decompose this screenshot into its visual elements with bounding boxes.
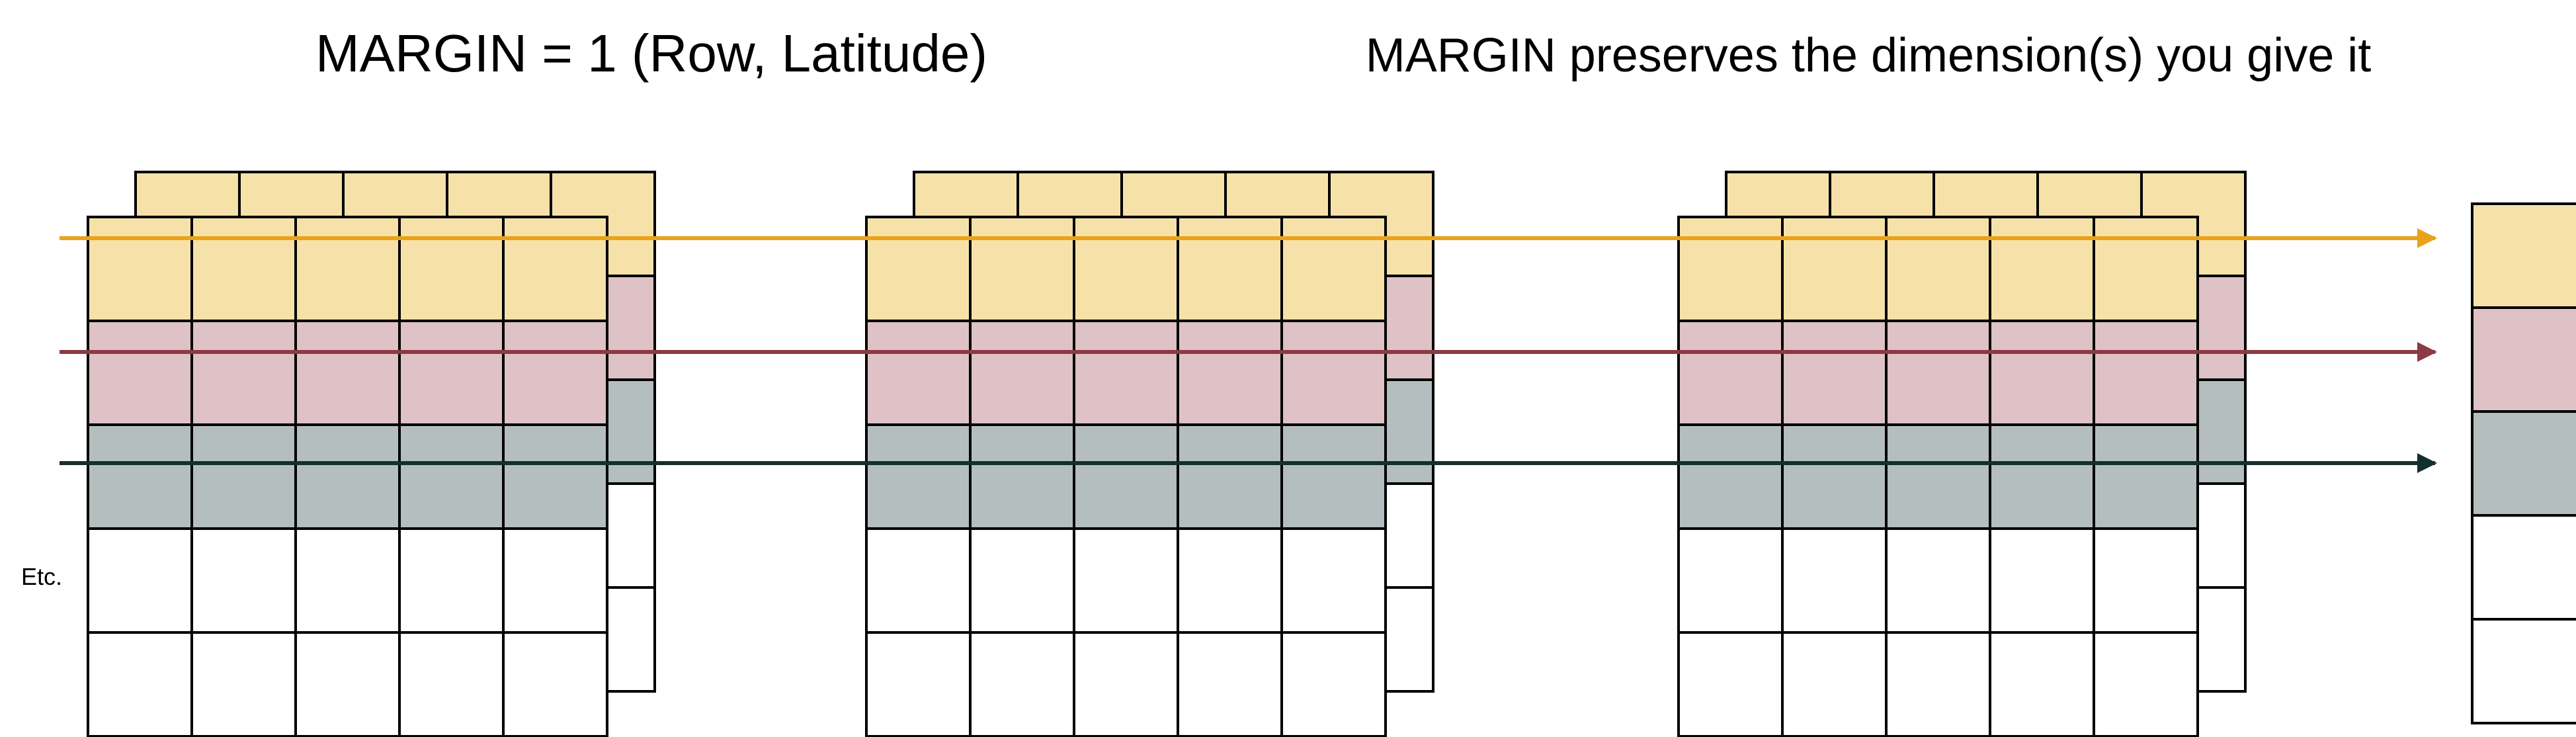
front-grid-cell (294, 527, 401, 634)
front-grid-cell (1781, 527, 1888, 634)
front-grid-cell (1781, 320, 1888, 426)
front-grid-cell (87, 216, 193, 322)
front-grid-cell (1280, 631, 1387, 737)
front-grid-cell (1073, 216, 1179, 322)
front-grid-cell (294, 320, 401, 426)
front-grid-cell (865, 216, 972, 322)
front-grid-cell (865, 423, 972, 530)
etc-label: Etc. (21, 563, 62, 590)
front-grid-cell (1989, 320, 2095, 426)
front-grid-cell (398, 216, 505, 322)
front-grid-cell (502, 216, 608, 322)
front-grid-cell (1280, 320, 1387, 426)
front-grid-cell (1989, 216, 2095, 322)
front-grid-cell (398, 320, 505, 426)
front-grid-cell (398, 423, 505, 530)
front-grid-cell (1885, 423, 1991, 530)
front-grid-cell (969, 320, 1075, 426)
front-grid-cell (1781, 423, 1888, 530)
result-vector-cell (2471, 618, 2576, 724)
front-grid-cell (502, 423, 608, 530)
grid-stack-2 (865, 171, 1434, 737)
front-grid-cell (87, 631, 193, 737)
title-left: MARGIN = 1 (Row, Latitude) (315, 24, 987, 83)
front-grid-cell (1280, 527, 1387, 634)
title-right: MARGIN preserves the dimension(s) you gi… (1366, 29, 2372, 82)
front-grid-cell (1677, 631, 1784, 737)
front-grid-cell (1073, 527, 1179, 634)
result-vector-cell (2471, 306, 2576, 413)
front-grid-cell (2093, 631, 2199, 737)
result-vector (2471, 202, 2576, 724)
front-grid-cell (190, 216, 297, 322)
front-grid-cell (1177, 527, 1283, 634)
front-grid-cell (190, 527, 297, 634)
front-grid-cell (2093, 527, 2199, 634)
front-grid-cell (398, 631, 505, 737)
front-grid-cell (969, 216, 1075, 322)
grid-stack-1 (87, 171, 656, 737)
front-grid-cell (190, 631, 297, 737)
front-grid-cell (87, 423, 193, 530)
front-grid-cell (502, 631, 608, 737)
front-grid-cell (87, 527, 193, 634)
front-grid-cell (190, 320, 297, 426)
front-grid-cell (2093, 320, 2199, 426)
front-grid-cell (1989, 527, 2095, 634)
front-grid-cell (502, 527, 608, 634)
front-grid-cell (294, 631, 401, 737)
front-grid-cell (1885, 216, 1991, 322)
front-grid-cell (1280, 216, 1387, 322)
front-grid-cell (1177, 631, 1283, 737)
front-grid-cell (1677, 423, 1784, 530)
front-grid-cell (1781, 631, 1888, 737)
front-grid-cell (1885, 527, 1991, 634)
front-grid-cell (1989, 631, 2095, 737)
front-grid-cell (1073, 631, 1179, 737)
row-arrows (60, 228, 2437, 473)
front-grid-cell (87, 320, 193, 426)
front-grid-cell (969, 631, 1075, 737)
front-grid-cell (1073, 320, 1179, 426)
front-grid-cell (1989, 423, 2095, 530)
front-grid-cell (865, 527, 972, 634)
front-grid-cell (2093, 423, 2199, 530)
front-grid-cell (1677, 216, 1784, 322)
result-vector-cell (2471, 514, 2576, 621)
front-grid-cell (398, 527, 505, 634)
result-vector-cell (2471, 202, 2576, 309)
front-grid-cell (1885, 631, 1991, 737)
front-grid-cell (294, 216, 401, 322)
front-grid-cell (1177, 320, 1283, 426)
front-grid-cell (190, 423, 297, 530)
front-grid-cell (502, 320, 608, 426)
front-grid-cell (1177, 423, 1283, 530)
front-grid-cell (1177, 216, 1283, 322)
front-grid-cell (2093, 216, 2199, 322)
front-grid-cell (294, 423, 401, 530)
front-grid-cell (969, 527, 1075, 634)
front-grid-cell (1885, 320, 1991, 426)
front-grid-cell (1677, 320, 1784, 426)
front-grid-cell (1073, 423, 1179, 530)
front-grid-cell (865, 631, 972, 737)
front-grid-cell (1280, 423, 1387, 530)
result-vector-cell (2471, 410, 2576, 517)
front-grid-cell (969, 423, 1075, 530)
front-grid-cell (865, 320, 972, 426)
front-grid-cell (1781, 216, 1888, 322)
grid-stack-3 (1677, 171, 2247, 737)
front-grid-cell (1677, 527, 1784, 634)
grid-stacks (87, 171, 2247, 737)
